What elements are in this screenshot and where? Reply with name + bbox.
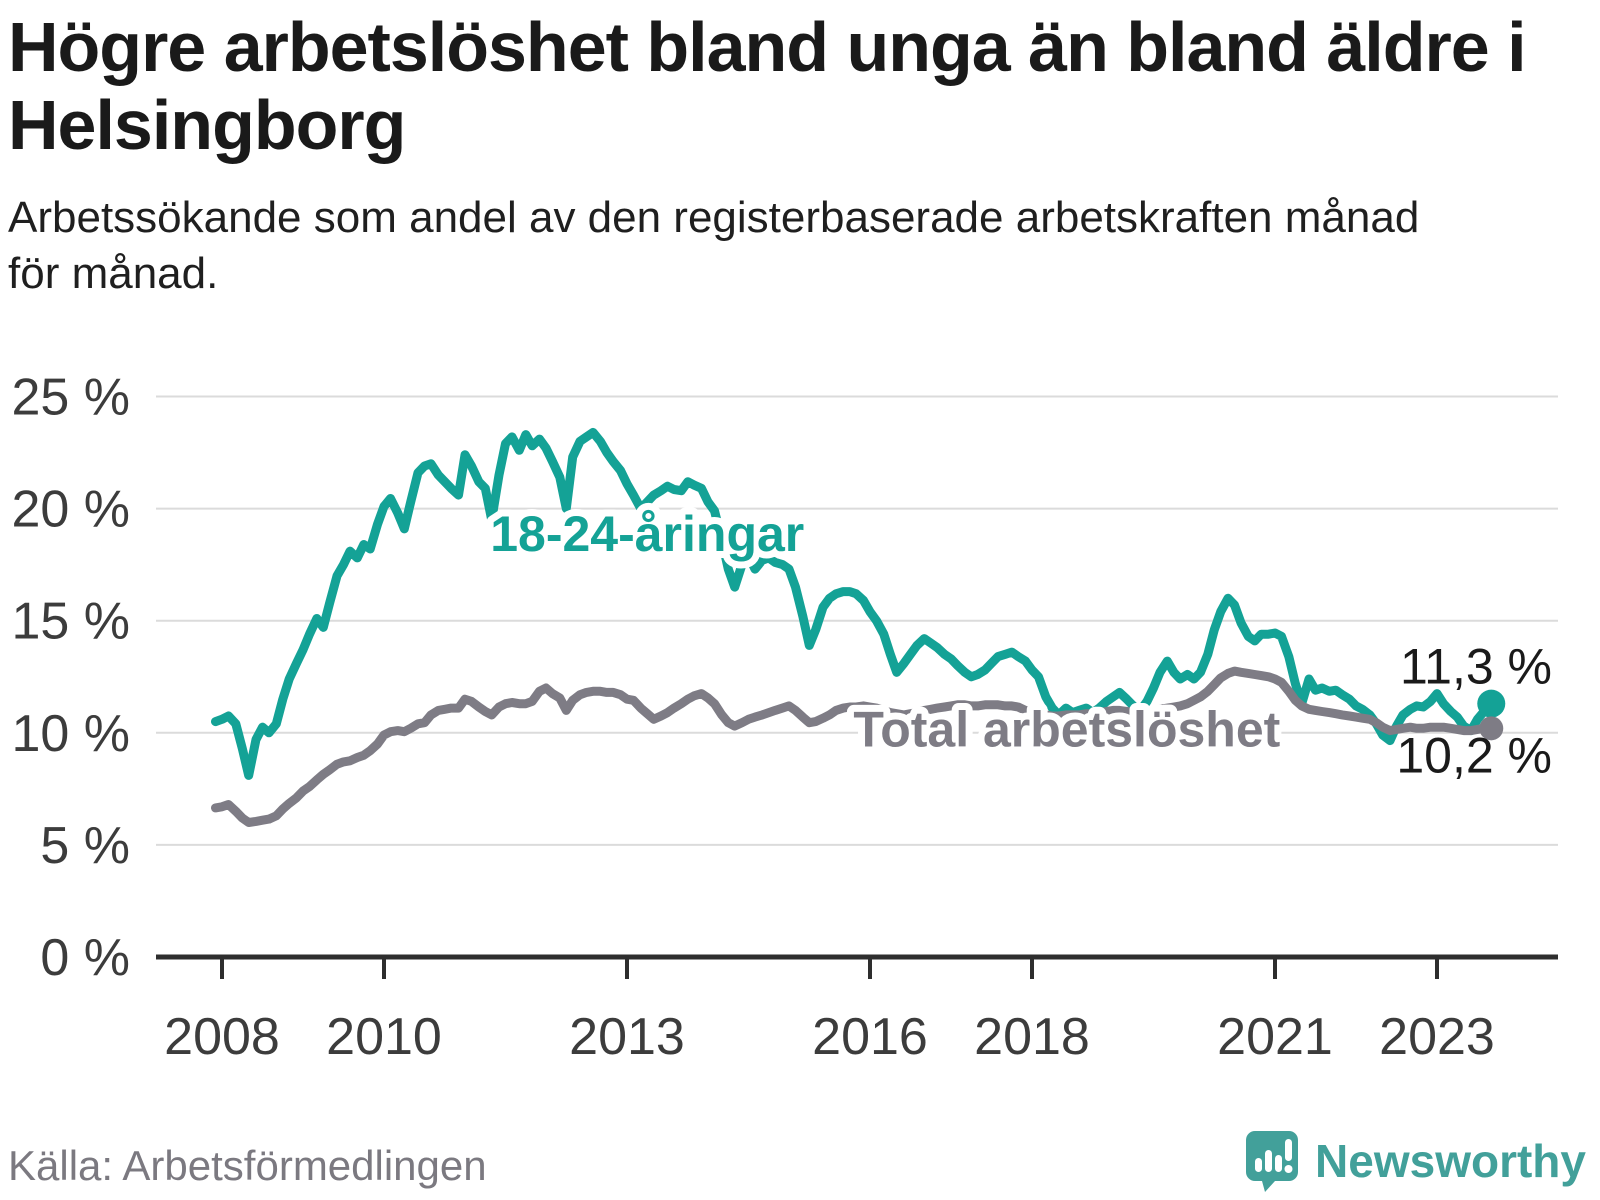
end-dot-young (1477, 689, 1506, 718)
series-line-young (211, 427, 1496, 780)
end-value-label-young: 11,3 % (1400, 639, 1552, 695)
y-tick-label: 20 % (11, 481, 130, 539)
chart-subtitle: Arbetssökande som andel av den registerb… (8, 190, 1419, 302)
y-tick-label: 25 % (11, 369, 130, 427)
y-tick-label: 5 % (40, 817, 130, 875)
newsworthy-logo: Newsworthy (1245, 1130, 1586, 1192)
y-tick-label: 10 % (11, 705, 130, 763)
y-tick-label: 15 % (11, 593, 130, 651)
series-label-young: 18-24-åringar (490, 506, 804, 562)
subtitle-line-1: Arbetssökande som andel av den registerb… (8, 193, 1420, 242)
page-title: Högre arbetslöshet bland unga än bland ä… (8, 8, 1527, 164)
newsworthy-bubble-icon (1246, 1131, 1299, 1192)
x-tick-label: 2008 (164, 1008, 280, 1066)
end-value-label-total: 10,2 % (1396, 727, 1552, 783)
x-tick-label: 2010 (326, 1008, 442, 1066)
x-tick-label: 2016 (812, 1008, 928, 1066)
x-tick-label: 2018 (974, 1008, 1090, 1066)
y-tick-label: 0 % (40, 929, 130, 987)
series-label-total: Total arbetslöshet (853, 701, 1280, 757)
subtitle-line-2: för månad. (8, 249, 219, 298)
title-line-2: Helsingborg (8, 86, 406, 164)
series-line-total (211, 666, 1496, 827)
x-tick-label: 2023 (1379, 1008, 1495, 1066)
x-tick-label: 2013 (569, 1008, 685, 1066)
title-line-1: Högre arbetslöshet bland unga än bland ä… (8, 8, 1527, 86)
source-note: Källa: Arbetsförmedlingen (8, 1142, 487, 1189)
newsworthy-wordmark: Newsworthy (1315, 1135, 1586, 1187)
end-dot-total (1479, 716, 1504, 741)
x-tick-label: 2021 (1217, 1008, 1333, 1066)
